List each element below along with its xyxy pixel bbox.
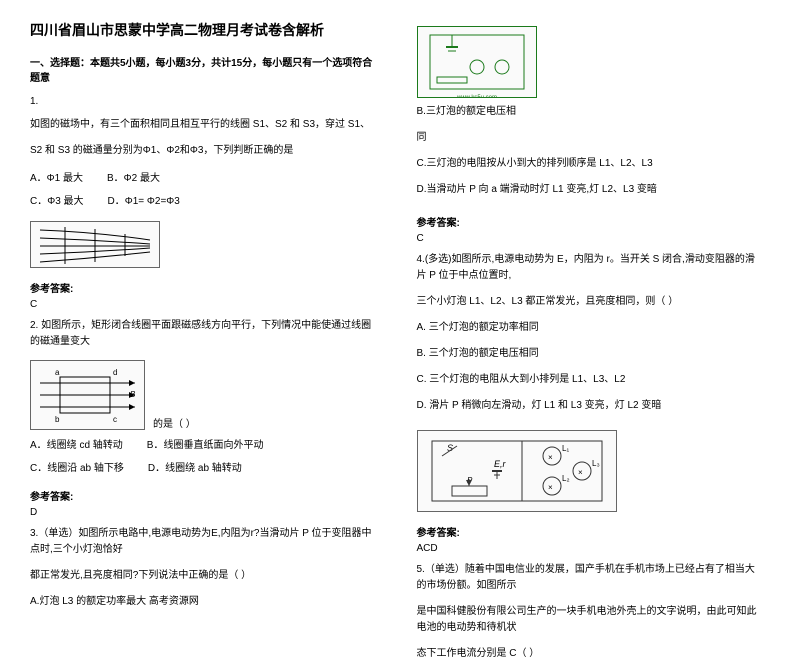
svg-text:d: d <box>113 368 117 377</box>
q1-opt-a: A．Φ1 最大 <box>30 169 83 184</box>
q4-line2: 三个小灯泡 L1、L2、L3 都正常发光，且亮度相同，则（ ） <box>417 294 764 310</box>
q3-figure: www.ks5u.com <box>417 26 537 98</box>
svg-text:b: b <box>55 415 60 424</box>
q4-figure: × L₁ × L₂ × L₃ S P E,r <box>417 430 617 512</box>
svg-text:L₁: L₁ <box>562 444 569 453</box>
q2-lead: 2. 如图所示，矩形闭合线圈平面跟磁感线方向平行，下列情况中能使通过线圈的磁通量… <box>30 318 377 350</box>
svg-text:E,r: E,r <box>494 459 507 469</box>
q5-line3: 态下工作电流分别是 C（ ） <box>417 646 764 662</box>
q1-line1: 如图的磁场中，有三个面积相同且相互平行的线圈 S1、S2 和 S3，穿过 S1、 <box>30 117 377 133</box>
rect-coil-icon: a d b c B <box>35 365 140 425</box>
q1-opt-d: D．Φ1= Φ2=Φ3 <box>108 192 180 207</box>
svg-text:×: × <box>548 483 553 492</box>
q4-answer-label: 参考答案: <box>417 524 764 539</box>
q1-opt-b: B．Φ2 最大 <box>107 169 160 184</box>
circuit2-icon: × L₁ × L₂ × L₃ S P E,r <box>422 431 612 511</box>
q4-opt-c: C. 三个灯泡的电阻从大到小排列是 L1、L3、L2 <box>417 372 764 388</box>
svg-text:L₂: L₂ <box>562 474 570 483</box>
left-column: 四川省眉山市思蒙中学高二物理月考试卷含解析 一、选择题：本题共5小题，每小题3分… <box>30 20 377 541</box>
q3-opt-a: A.灯泡 L3 的额定功率最大 高考资源网 <box>30 594 377 610</box>
q3-opt-b2: 同 <box>417 130 764 146</box>
q1-answer: C <box>30 299 377 310</box>
svg-text:a: a <box>55 368 60 377</box>
q2-tail: 的是（ ） <box>153 415 196 430</box>
q4-answer: ACD <box>417 543 764 554</box>
q2-answer: D <box>30 507 377 518</box>
q2-opt-b: B．线圈垂直纸面向外平动 <box>147 436 264 451</box>
q4-opt-a: A. 三个灯泡的额定功率相同 <box>417 320 764 336</box>
q4-opt-b: B. 三个灯泡的额定电压相同 <box>417 346 764 362</box>
svg-text:www.ks5u.com: www.ks5u.com <box>456 95 497 97</box>
right-column: www.ks5u.com B.三灯泡的额定电压相 同 C.三灯泡的电阻按从小到大… <box>417 20 764 541</box>
q5-line2: 是中国科健股份有限公司生产的一块手机电池外壳上的文字说明，由此可知此电池的电动势… <box>417 604 764 636</box>
q1-answer-label: 参考答案: <box>30 280 377 295</box>
svg-text:L₃: L₃ <box>592 459 600 468</box>
q4-opt-d: D. 滑片 P 稍微向左滑动，灯 L1 和 L3 变亮，灯 L2 变暗 <box>417 398 764 414</box>
q3-opt-c: C.三灯泡的电阻按从小到大的排列顺序是 L1、L2、L3 <box>417 156 764 172</box>
q2-answer-label: 参考答案: <box>30 488 377 503</box>
q3-opt-d: D.当滑动片 P 向 a 端滑动时灯 L1 变亮,灯 L2、L3 变暗 <box>417 182 764 198</box>
svg-text:B: B <box>130 390 136 399</box>
doc-title: 四川省眉山市思蒙中学高二物理月考试卷含解析 <box>30 20 377 40</box>
q2-opt-d: D．线圈绕 ab 轴转动 <box>148 459 242 474</box>
q2-figure: a d b c B <box>30 360 145 430</box>
q1-line2: S2 和 S3 的磁通量分别为Φ1、Φ2和Φ3，下列判断正确的是 <box>30 143 377 159</box>
q4-line1: 4.(多选)如图所示,电源电动势为 E，内阻为 r。当开关 S 闭合,滑动变阻器… <box>417 252 764 284</box>
q1-options-row2: C．Φ3 最大 D．Φ1= Φ2=Φ3 <box>30 192 377 207</box>
q3-answer: C <box>417 233 764 244</box>
svg-text:c: c <box>113 415 117 424</box>
q1-opt-c: C．Φ3 最大 <box>30 192 84 207</box>
q3-line2: 都正常发光,且亮度相同?下列说法中正确的是（ ） <box>30 568 377 584</box>
q3-opt-b: B.三灯泡的额定电压相 <box>417 104 764 120</box>
q2-options-row2: C．线圈沿 ab 轴下移 D．线圈绕 ab 轴转动 <box>30 459 377 474</box>
q2-row: a d b c B 的是（ ） <box>30 360 377 430</box>
q1-figure <box>30 221 160 268</box>
q5-line1: 5.（单选）随着中国电信业的发展，国产手机在手机市场上已经占有了相当大的市场份额… <box>417 562 764 594</box>
circuit-icon: www.ks5u.com <box>422 27 532 97</box>
q3-answer-label: 参考答案: <box>417 214 764 229</box>
q1-number: 1. <box>30 96 377 107</box>
q1-options-row1: A．Φ1 最大 B．Φ2 最大 <box>30 169 377 184</box>
q2-opt-a: A．线圈绕 cd 轴转动 <box>30 436 123 451</box>
q3-line1: 3.（单选）如图所示电路中,电源电动势为E,内阻为r?当滑动片 P 位于变阻器中… <box>30 526 377 558</box>
section-heading: 一、选择题：本题共5小题，每小题3分，共计15分，每小题只有一个选项符合题意 <box>30 54 377 84</box>
svg-text:×: × <box>578 468 583 477</box>
q2-options-row1: A．线圈绕 cd 轴转动 B．线圈垂直纸面向外平动 <box>30 436 377 451</box>
field-lines-icon <box>35 222 155 267</box>
svg-text:×: × <box>548 453 553 462</box>
q2-opt-c: C．线圈沿 ab 轴下移 <box>30 459 124 474</box>
